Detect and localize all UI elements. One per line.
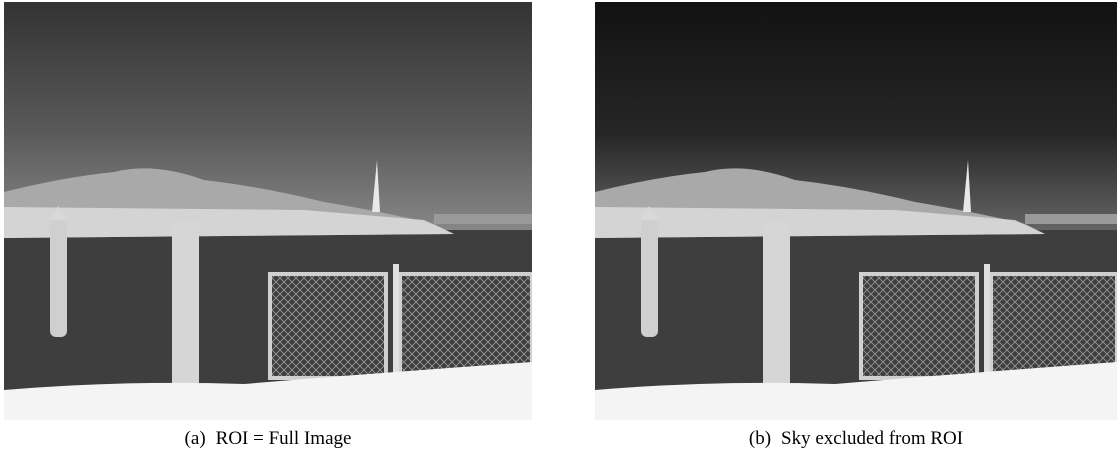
caption-text: ROI = Full Image — [216, 428, 352, 449]
post-left — [641, 217, 658, 337]
far-shore — [1025, 214, 1117, 224]
caption-label: (a) — [185, 428, 206, 449]
thermal-image-sky-excluded — [595, 2, 1117, 420]
caption-text: Sky excluded from ROI — [781, 428, 963, 449]
thermal-image-full-roi — [4, 2, 532, 420]
caption: (b) Sky excluded from ROI — [749, 428, 963, 450]
caption: (a) ROI = Full Image — [185, 428, 352, 450]
post-left — [50, 217, 67, 337]
fence-gate — [270, 274, 386, 378]
fence-panel — [400, 274, 532, 378]
page: (a) ROI = Full Image (b) Sky excluded from… — [0, 0, 1117, 461]
fence-panel — [991, 274, 1117, 378]
post-center — [763, 222, 790, 384]
fence-gate — [861, 274, 977, 378]
post-center — [172, 222, 199, 384]
far-shore — [434, 214, 532, 224]
caption-label: (b) — [749, 428, 771, 449]
